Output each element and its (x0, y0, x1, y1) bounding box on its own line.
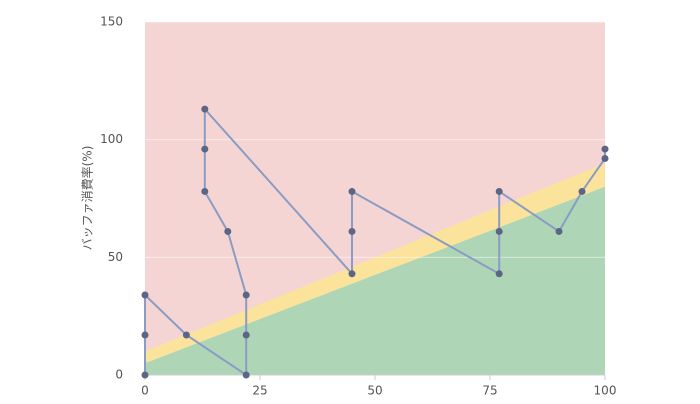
x-tick-label: 25 (252, 384, 267, 398)
point (242, 331, 250, 339)
point (348, 227, 356, 235)
y-tick-label: 0 (115, 368, 123, 382)
point (141, 331, 149, 339)
point (495, 187, 503, 195)
point (141, 291, 149, 299)
point (182, 331, 190, 339)
x-tick-label: 50 (367, 384, 382, 398)
point (555, 227, 563, 235)
point (348, 187, 356, 195)
point (495, 270, 503, 278)
y-tick-label: 50 (108, 250, 123, 264)
point (578, 187, 586, 195)
point (201, 187, 209, 195)
point (201, 105, 209, 113)
y-axis-label: バッファ消費率(%) (80, 146, 95, 251)
point (242, 291, 250, 299)
point (224, 227, 232, 235)
point (601, 145, 609, 153)
point (141, 371, 149, 379)
point (242, 371, 250, 379)
point (601, 154, 609, 162)
x-tick-label: 0 (141, 384, 149, 398)
x-tick-label: 75 (482, 384, 497, 398)
y-tick-label: 150 (100, 15, 123, 29)
y-tick-label: 100 (100, 132, 123, 146)
x-tick-label: 100 (594, 384, 617, 398)
point (348, 270, 356, 278)
point (201, 145, 209, 153)
zone (145, 186, 605, 375)
point (495, 227, 503, 235)
